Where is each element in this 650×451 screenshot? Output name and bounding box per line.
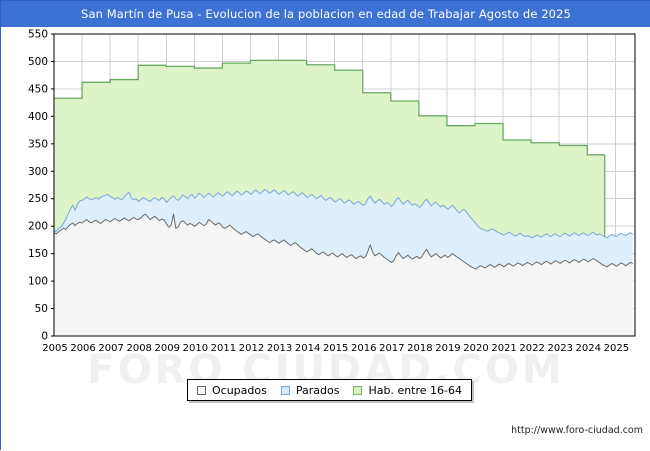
x-axis-tick-label: 2005 — [42, 343, 67, 354]
y-axis-tick-label: 250 — [28, 193, 48, 205]
x-axis-tick-label: 2012 — [239, 343, 264, 354]
series-line-ocupados — [53, 213, 633, 270]
y-axis-tick-label: 150 — [28, 248, 48, 260]
y-axis-tick-label: 550 — [28, 29, 48, 41]
legend-item-parados[interactable]: Parados — [280, 383, 340, 397]
x-axis-tick-label: 2015 — [323, 343, 348, 354]
x-axis-tick-label: 2013 — [267, 343, 292, 354]
y-axis-tick-label: 100 — [28, 276, 48, 288]
x-axis-labels: 2005 2006 2007 2008 2009 2010 2011 2012 2013 2014… — [42, 343, 629, 354]
window-title-bar: San Martín de Pusa - Evolucion de la pob… — [1, 1, 650, 27]
legend-swatch-icon — [197, 385, 206, 395]
chart-area: FORO CIUDAD.COM 0 50 100 150 200 250 300 350 400… — [1, 27, 650, 451]
x-axis-tick-label: 2014 — [295, 343, 320, 354]
x-axis-tick-label: 2023 — [547, 343, 572, 354]
legend-swatch-icon — [353, 385, 363, 395]
y-axis-tick-label: 0 — [41, 331, 48, 343]
x-axis-tick-label: 2018 — [407, 343, 432, 354]
plot-frame — [53, 33, 636, 337]
y-axis-tick-label: 200 — [28, 221, 48, 233]
x-axis-tick-label: 2019 — [435, 343, 460, 354]
x-axis-tick-label: 2009 — [155, 343, 180, 354]
y-axis-tick-label: 400 — [28, 111, 48, 123]
legend-item-hab-entre-16-64[interactable]: Hab. entre 16-64 — [353, 384, 462, 397]
x-axis-tick-label: 2008 — [126, 343, 151, 354]
x-axis-tick-label: 2006 — [70, 343, 95, 354]
y-axis-labels: 0 50 100 150 200 250 300 350 400 450 500 550 — [28, 29, 54, 343]
x-axis-tick-label: 2022 — [519, 343, 544, 354]
page-title: San Martín de Pusa - Evolucion de la pob… — [81, 7, 571, 21]
x-axis-tick-label: 2017 — [379, 343, 404, 354]
legend-item-label: Hab. entre 16-64 — [368, 383, 463, 397]
legend-item-ocupados[interactable]: Ocupados — [197, 384, 267, 397]
series-line-habitantes — [54, 59, 605, 156]
legend-swatch-icon — [280, 385, 290, 395]
x-axis-tick-label: 2021 — [491, 343, 516, 354]
x-axis-tick-label: 2016 — [351, 343, 376, 354]
chart-legend: Ocupados Parados Hab. entre 16-64 — [187, 379, 473, 401]
series-area-ocupados — [54, 214, 633, 336]
y-axis-tick-label: 500 — [28, 56, 48, 68]
x-axis-tick-label: 2020 — [463, 343, 488, 354]
legend-item-label: Ocupados — [212, 383, 267, 397]
legend-item-label: Parados — [295, 383, 340, 397]
y-axis-tick-label: 450 — [28, 83, 48, 95]
x-axis-tick-label: 2010 — [183, 343, 208, 354]
x-axis-tick-label: 2024 — [576, 343, 601, 354]
x-axis-tick-label: 2007 — [98, 343, 123, 354]
y-axis-tick-label: 300 — [28, 166, 48, 178]
series-layer — [53, 59, 634, 337]
x-axis-tick-label: 2011 — [211, 343, 236, 354]
source-url: http://www.foro-ciudad.com — [511, 425, 643, 436]
x-axis-tick-label: 2025 — [604, 343, 629, 354]
y-axis-tick-label: 350 — [28, 138, 48, 150]
y-axis-tick-label: 50 — [35, 303, 48, 315]
series-line-parados — [53, 188, 634, 239]
